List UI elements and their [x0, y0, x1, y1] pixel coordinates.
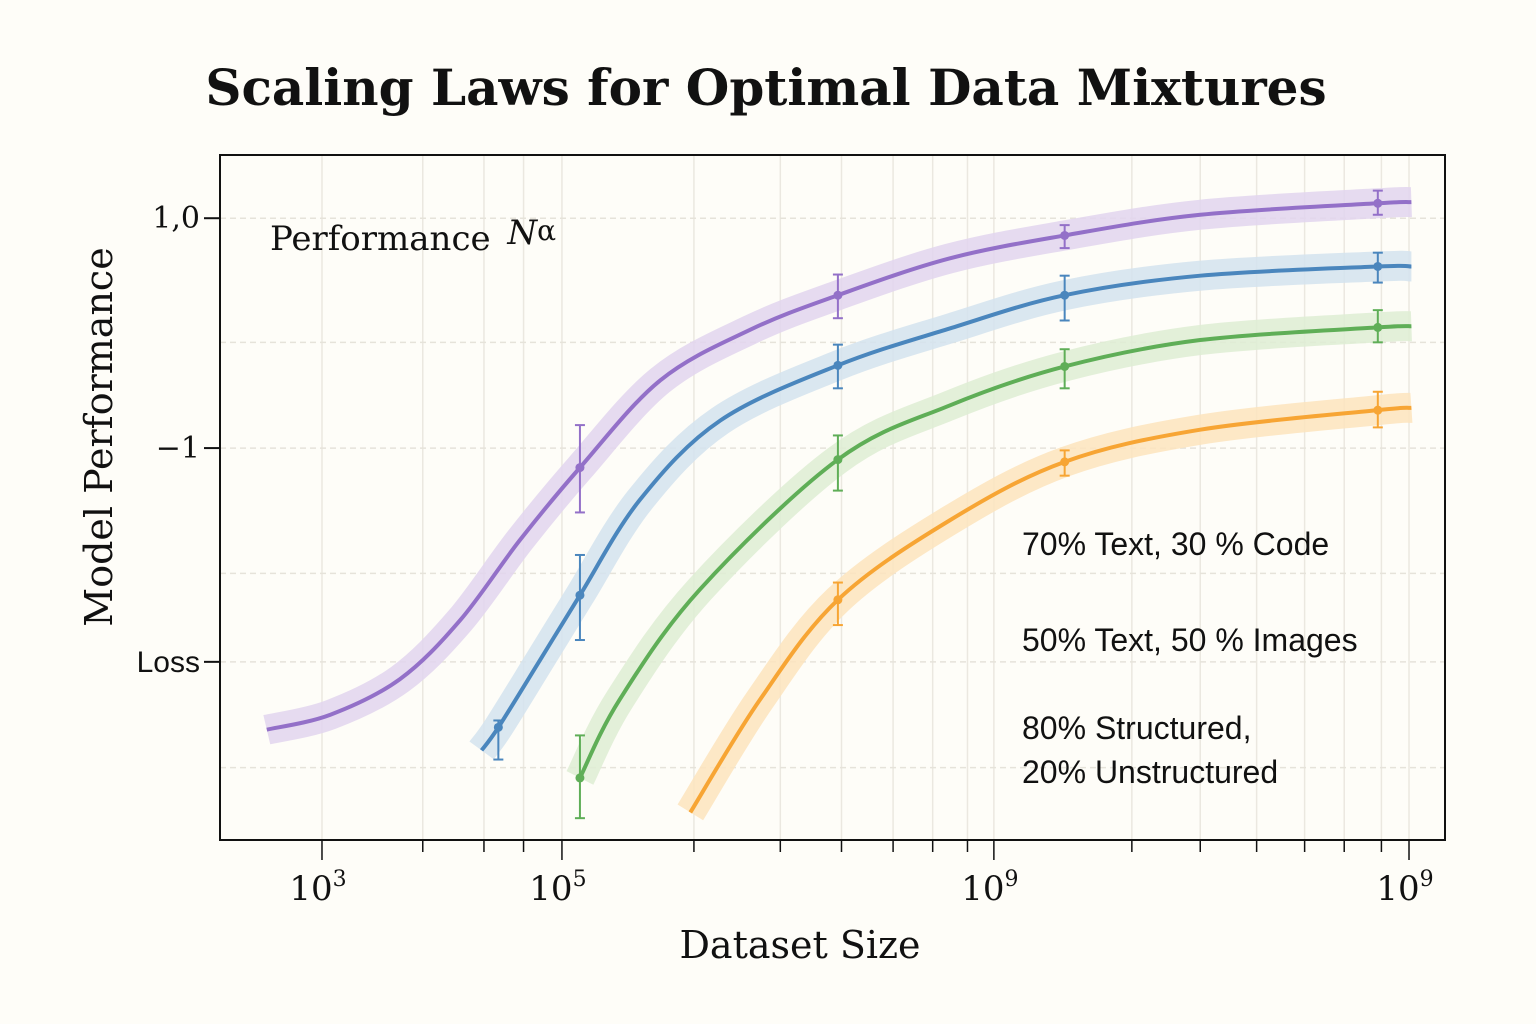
y-tick-label: Loss	[137, 646, 200, 679]
data-point	[833, 455, 843, 465]
series-line	[266, 199, 1412, 732]
legend-entry: 80% Structured,	[1022, 710, 1251, 746]
chart-title: Scaling Laws for Optimal Data Mixtures	[205, 58, 1326, 117]
data-point	[493, 722, 503, 732]
data-point	[833, 360, 843, 370]
data-point	[1373, 322, 1383, 332]
y-tick-label: −1	[156, 431, 200, 466]
data-point	[1060, 361, 1070, 371]
axes: 103 105 109 109 1,0 −1 Loss	[137, 201, 1434, 909]
x-axis-label: Dataset Size	[679, 923, 920, 967]
error-bars	[493, 189, 1383, 820]
series-line	[688, 405, 1412, 814]
data-point	[1060, 230, 1070, 240]
legend-entry: 20% Unstructured	[1022, 754, 1278, 790]
data-point	[1373, 198, 1383, 208]
series-line	[578, 324, 1412, 779]
data-point	[1373, 261, 1383, 271]
plot-frame	[219, 154, 1446, 841]
legend-entry: 70% Text, 30 % Code	[1022, 526, 1329, 562]
x-tick-label: 103	[289, 867, 346, 909]
legend-entry: 50% Text, 50 % Images	[1022, 622, 1358, 658]
data-point	[833, 595, 843, 605]
series-lines	[266, 199, 1412, 814]
data-point	[1060, 290, 1070, 300]
data-point	[575, 590, 585, 600]
data-point	[575, 463, 585, 473]
x-tick-label: 109	[1376, 867, 1433, 909]
x-tick-label: 109	[961, 867, 1018, 909]
legend: 70% Text, 30 % Code 50% Text, 50 % Image…	[1022, 526, 1358, 790]
data-point	[1060, 457, 1070, 467]
y-tick-label: 1,0	[152, 201, 200, 236]
series-line	[479, 263, 1412, 752]
y-axis-label: Model Performance	[77, 247, 121, 626]
x-tick-label: 105	[529, 867, 586, 909]
data-point	[575, 773, 585, 783]
data-point	[1373, 405, 1383, 415]
annotation: Performance Nα	[270, 213, 556, 259]
data-point	[833, 290, 843, 300]
